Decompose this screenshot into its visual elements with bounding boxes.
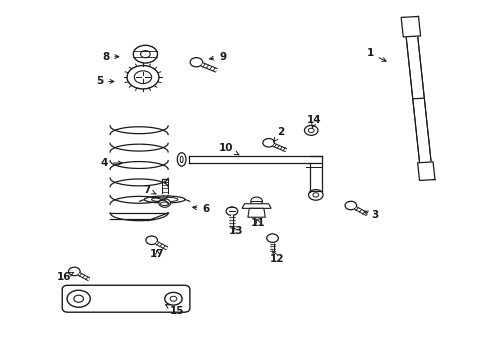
Circle shape [133,45,157,63]
Circle shape [140,51,150,58]
Circle shape [312,193,318,197]
Text: 16: 16 [56,273,74,283]
Text: 2: 2 [273,127,284,142]
Circle shape [145,236,157,244]
Text: 13: 13 [228,226,243,237]
Text: 8: 8 [102,51,119,62]
Polygon shape [417,162,434,180]
Ellipse shape [180,156,183,163]
Circle shape [423,170,428,173]
Text: 6: 6 [192,204,209,214]
Circle shape [190,58,203,67]
Ellipse shape [160,202,169,206]
Circle shape [170,296,177,301]
Ellipse shape [144,196,184,203]
Ellipse shape [177,153,185,166]
FancyBboxPatch shape [62,285,189,312]
Circle shape [404,22,416,30]
Polygon shape [403,17,432,180]
Text: 15: 15 [165,305,183,316]
Circle shape [263,139,274,147]
Circle shape [159,199,170,207]
Circle shape [68,267,80,276]
Text: 5: 5 [96,76,114,86]
Text: 1: 1 [366,48,386,61]
Circle shape [419,167,432,176]
Circle shape [74,295,83,302]
Circle shape [134,71,151,84]
Text: 12: 12 [269,251,284,264]
Circle shape [407,24,412,28]
Polygon shape [400,17,420,37]
Text: 14: 14 [306,116,321,128]
Circle shape [250,197,262,206]
Text: 3: 3 [364,211,378,220]
Text: 10: 10 [219,143,239,155]
Text: 11: 11 [250,217,265,228]
Circle shape [266,234,278,242]
Circle shape [164,292,182,305]
Circle shape [345,201,356,210]
Polygon shape [242,204,270,208]
Circle shape [308,190,323,200]
Text: 17: 17 [150,249,164,259]
Text: 4: 4 [101,158,122,168]
Circle shape [67,290,90,307]
Circle shape [308,128,313,132]
Circle shape [304,125,317,135]
Circle shape [225,207,237,215]
Polygon shape [247,208,265,217]
Circle shape [127,66,159,89]
Text: 7: 7 [143,185,156,195]
Text: 9: 9 [209,51,226,62]
Ellipse shape [151,197,178,202]
